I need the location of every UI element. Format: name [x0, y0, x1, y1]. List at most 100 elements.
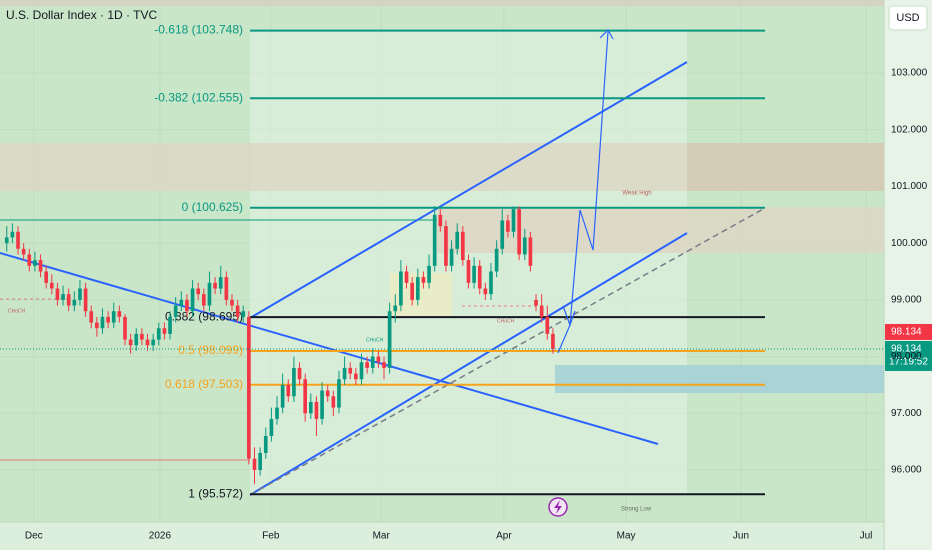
- candle-body: [78, 288, 82, 300]
- time-axis-background: [0, 522, 884, 550]
- fib-label: 0.5 (98.099): [178, 343, 243, 357]
- candle-body: [444, 226, 448, 266]
- candle-body: [173, 305, 178, 317]
- projection-path: [562, 305, 576, 327]
- candle-body: [140, 333, 144, 340]
- candle-body: [472, 265, 476, 283]
- candle-body: [427, 265, 431, 283]
- y-tick-label: 96.000: [891, 465, 922, 476]
- candle-body: [410, 282, 414, 300]
- candle-body: [308, 401, 313, 414]
- price-tag: [885, 340, 932, 371]
- candle-body: [66, 294, 71, 306]
- price-tag-label: 98.134: [891, 344, 922, 355]
- candle-body: [286, 384, 291, 397]
- currency-button[interactable]: [888, 5, 928, 31]
- candle-body: [230, 299, 234, 306]
- trend-line: [249, 61, 688, 319]
- candle-body: [500, 220, 505, 249]
- candle-body: [213, 282, 217, 289]
- candle-body: [179, 299, 184, 306]
- candle-body: [477, 265, 482, 289]
- candle-body: [528, 237, 533, 266]
- candle-body: [331, 396, 336, 408]
- candle-body: [382, 362, 386, 368]
- candle-body: [111, 311, 116, 323]
- candle-body: [449, 248, 454, 266]
- candle-body: [337, 379, 341, 408]
- candle-body: [55, 288, 60, 300]
- candle-body: [61, 294, 65, 300]
- fib-label: 0 (100.625): [182, 200, 243, 214]
- candle-body: [89, 311, 94, 323]
- candle-body: [145, 339, 150, 346]
- candle-body: [511, 209, 516, 232]
- annotation: CHoCH: [8, 308, 26, 314]
- candle-body: [27, 254, 32, 266]
- candle-body: [185, 299, 189, 312]
- x-tick-label: Jun: [733, 531, 749, 542]
- candle-body: [376, 356, 381, 363]
- candle-body: [466, 260, 471, 283]
- x-tick-label: 2026: [149, 531, 172, 542]
- candle-body: [415, 277, 420, 300]
- event-icon-bolt: [554, 500, 562, 514]
- candle-body: [292, 367, 296, 397]
- candle-body: [21, 248, 26, 255]
- candle-body: [72, 299, 77, 306]
- y-tick-label: 103.000: [891, 68, 928, 79]
- x-tick-label: Apr: [496, 531, 512, 542]
- countdown-label: 17:19:52: [889, 357, 928, 368]
- trend-line: [249, 232, 688, 496]
- candle-body: [156, 328, 161, 340]
- candle-body: [348, 367, 353, 374]
- candle-body: [38, 260, 43, 272]
- fib-label: 0.618 (97.503): [165, 377, 243, 391]
- y-tick-label: 102.000: [891, 124, 928, 135]
- candle-body: [207, 282, 212, 306]
- candle-body: [461, 231, 465, 261]
- y-tick-label: 97.000: [891, 408, 922, 419]
- candle-body: [123, 316, 127, 340]
- candle-body: [545, 316, 550, 334]
- candle-body: [534, 299, 538, 306]
- candle-body: [83, 288, 88, 312]
- candle-body: [354, 373, 358, 380]
- supply-zone: [0, 143, 687, 191]
- candle-body: [432, 214, 437, 266]
- candle-body: [370, 356, 375, 368]
- price-tag-label: 98.134: [891, 327, 922, 338]
- annotation: Weak High: [622, 191, 651, 197]
- supply-zone: [687, 143, 884, 191]
- candle-body: [235, 305, 240, 317]
- x-tick-label: Mar: [373, 531, 391, 542]
- candle-body: [134, 333, 139, 346]
- candle-body: [128, 339, 133, 346]
- candle-body: [399, 271, 403, 306]
- demand-zone: [555, 365, 884, 393]
- candle-body: [247, 316, 251, 459]
- candle-body: [438, 214, 443, 227]
- fib-label: 1 (95.572): [188, 486, 243, 500]
- candle-body: [269, 418, 274, 436]
- candle-body: [16, 231, 20, 249]
- candle-body: [325, 390, 330, 397]
- candle-body: [49, 282, 54, 289]
- annotation: CHoCH: [497, 318, 515, 324]
- candle-body: [117, 311, 122, 317]
- candle-body: [393, 305, 398, 312]
- candle-body: [539, 305, 544, 317]
- fib-label: -0.618 (103.748): [154, 23, 243, 37]
- candle-body: [365, 362, 369, 368]
- projection-arrow: [599, 29, 614, 40]
- candle-body: [275, 407, 279, 419]
- fib-label: -0.382 (102.555): [154, 90, 243, 104]
- y-tick-label: 101.000: [891, 181, 928, 192]
- candle-body: [517, 209, 521, 255]
- fib-label: 0.382 (98.695): [165, 309, 243, 323]
- price-axis-background: [884, 0, 932, 550]
- candle-body: [489, 271, 493, 295]
- price-tags: 98.134 98.134 17:19:52: [0, 323, 932, 371]
- annotation: Strong Low: [621, 507, 652, 513]
